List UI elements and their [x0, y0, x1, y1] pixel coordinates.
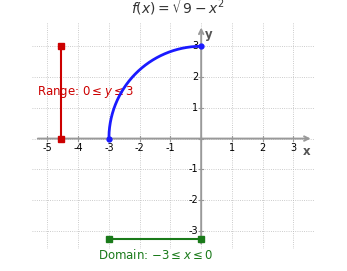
Text: -2: -2 — [135, 143, 145, 153]
Text: -3: -3 — [188, 226, 198, 236]
Text: -5: -5 — [42, 143, 52, 153]
Text: Domain: $-3\leq x\leq 0$: Domain: $-3\leq x\leq 0$ — [98, 248, 213, 262]
Text: -2: -2 — [188, 195, 198, 205]
Text: x: x — [303, 145, 311, 158]
Text: y: y — [205, 28, 212, 41]
Text: 1: 1 — [192, 103, 198, 113]
Text: 3: 3 — [290, 143, 297, 153]
Text: 3: 3 — [192, 41, 198, 51]
Text: $f(x) = \sqrt{9-x^2}$: $f(x) = \sqrt{9-x^2}$ — [131, 0, 228, 17]
Text: -4: -4 — [73, 143, 83, 153]
Text: -1: -1 — [188, 164, 198, 174]
Text: Range: $0\leq y\leq 3$: Range: $0\leq y\leq 3$ — [36, 85, 134, 101]
Text: -3: -3 — [104, 143, 114, 153]
Text: 2: 2 — [192, 72, 198, 82]
Text: 1: 1 — [229, 143, 235, 153]
Text: 2: 2 — [260, 143, 266, 153]
Text: -1: -1 — [166, 143, 175, 153]
